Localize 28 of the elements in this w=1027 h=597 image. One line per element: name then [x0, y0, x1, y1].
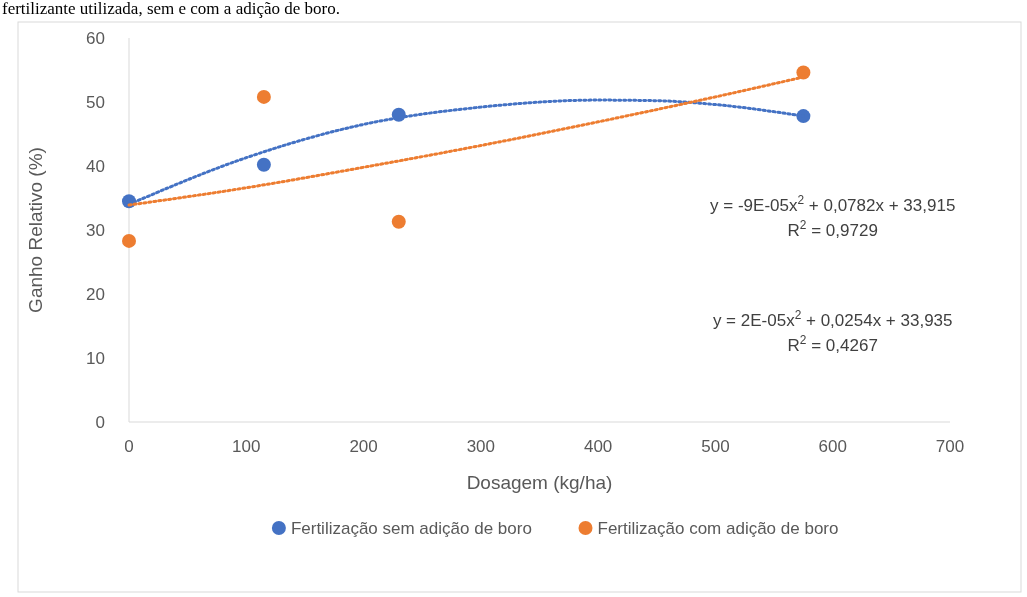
x-tick-label: 200 — [349, 437, 378, 456]
point — [256, 89, 271, 104]
point — [256, 157, 271, 172]
annotation: R$^{2}$ = 0,4267 — [787, 332, 878, 355]
point — [122, 233, 136, 248]
legend-label: Fertilização com adição de boro — [597, 519, 839, 538]
x-tick-label: 600 — [818, 437, 847, 456]
annotation: y = -9E-05x$^{2}$ + 0,0782x + 33,915 — [710, 192, 956, 215]
y-axis-title: Ganho Relativo (%) — [25, 147, 46, 313]
annotation: R$^{2}$ = 0,9729 — [787, 217, 878, 240]
x-tick-label: 500 — [701, 437, 730, 456]
point — [391, 214, 406, 229]
legend-label: Fertilização sem adição de boro — [290, 519, 532, 538]
x-tick-label: 300 — [466, 437, 496, 456]
y-tick-label: 30 — [86, 221, 105, 240]
y-tick-label: 0 — [95, 413, 105, 432]
x-tick-label: 100 — [232, 437, 261, 456]
y-tick-label: 50 — [86, 93, 105, 112]
y-tick-label: 60 — [86, 29, 105, 48]
x-tick-label: 700 — [935, 437, 965, 456]
y-tick-label: 20 — [86, 285, 105, 304]
y-tick-label: 10 — [86, 349, 105, 368]
x-tick-label: 0 — [124, 437, 134, 456]
y-tick-label: 40 — [86, 157, 105, 176]
annotation: y = 2E-05x$^{2}$ + 0,0254x + 33,935 — [712, 307, 953, 330]
text: fertilizante utilizada, sem e com a adição de boro. — [2, 0, 340, 18]
x-tick-label: 400 — [583, 437, 613, 456]
x-axis-title: Dosagem (kg/ha) — [466, 472, 613, 493]
